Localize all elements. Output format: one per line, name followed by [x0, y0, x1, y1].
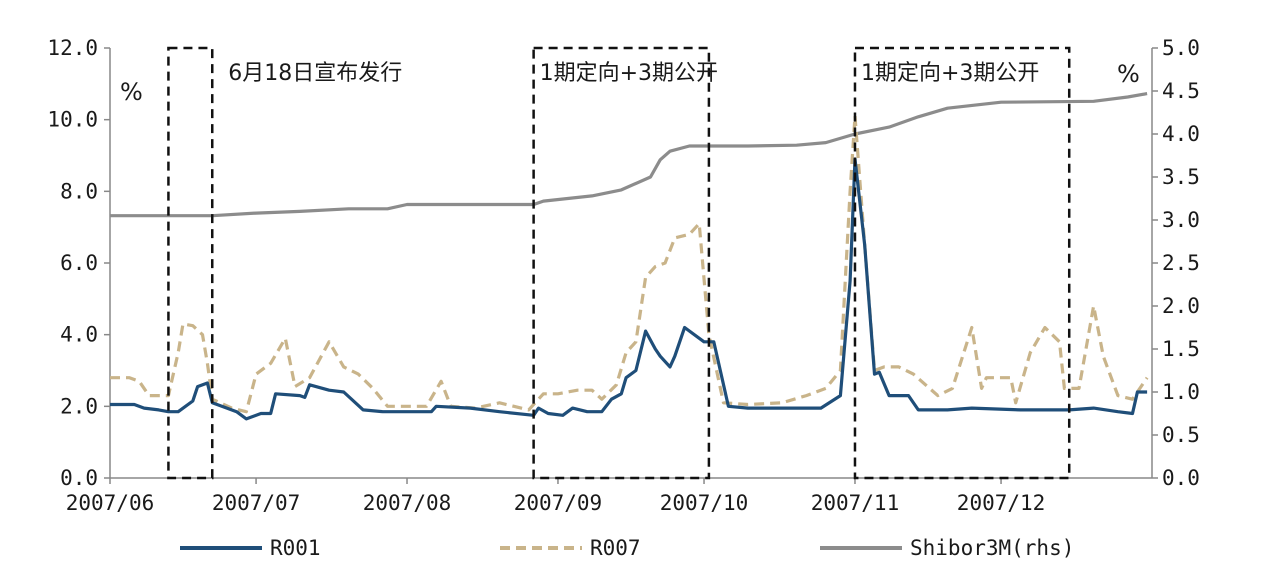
y-left-tick-label: 4.0 [60, 323, 98, 347]
y-right-tick-label: 0.0 [1162, 466, 1200, 490]
x-tick-label: 2007/12 [957, 491, 1046, 515]
legend-label-r007: R007 [590, 536, 641, 560]
y-right-tick-label: 1.5 [1162, 337, 1200, 361]
x-tick-label: 2007/11 [811, 491, 900, 515]
y-right-tick-label: 3.5 [1162, 165, 1200, 189]
legend-item-r007: R007 [500, 536, 641, 560]
legend-label-shibor3m: Shibor3M(rhs) [910, 536, 1074, 560]
annotation-label: 1期定向+3期公开 [861, 61, 1039, 86]
annotation-box [532, 46, 711, 480]
series-line-shibor3m [110, 92, 1148, 218]
x-tick-label: 2007/10 [660, 491, 749, 515]
y-right-tick-label: 2.5 [1162, 251, 1200, 275]
legend-label-r001: R001 [270, 536, 321, 560]
series-lines [110, 92, 1149, 421]
left-axis-unit: % [120, 78, 143, 106]
series-line-r001 [110, 157, 1148, 421]
annotation-label: 1期定向+3期公开 [540, 61, 718, 86]
legend: R001 R007 Shibor3M(rhs) [180, 536, 1074, 560]
y-right-tick-label: 4.0 [1162, 122, 1200, 146]
legend-item-shibor3m: Shibor3M(rhs) [820, 536, 1074, 560]
series-line-r007 [110, 114, 1149, 414]
x-tick-label: 2007/09 [514, 491, 603, 515]
legend-item-r001: R001 [180, 536, 321, 560]
annotation-boxes: 6月18日宣布发行 1期定向+3期公开 1期定向+3期公开 [167, 46, 1071, 480]
annotation-label: 6月18日宣布发行 [228, 61, 402, 86]
y-left-tick-label: 6.0 [60, 251, 98, 275]
x-tick-label: 2007/07 [212, 491, 301, 515]
y-right-tick-label: 3.0 [1162, 208, 1200, 232]
y-right-tick-label: 0.5 [1162, 423, 1200, 447]
annotation-box [167, 46, 214, 480]
y-left-tick-label: 8.0 [60, 179, 98, 203]
y-left-tick-label: 2.0 [60, 394, 98, 418]
tick-labels: 0.0 2.0 4.0 6.0 8.0 10.0 12.0 0.0 0.5 1.0 1.5 2.0 2.… [47, 36, 1200, 515]
x-tick-label: 2007/06 [66, 491, 155, 515]
y-left-tick-label: 0.0 [60, 466, 98, 490]
y-right-tick-label: 5.0 [1162, 36, 1200, 60]
y-right-tick-label: 4.5 [1162, 79, 1200, 103]
x-tick-label: 2007/08 [363, 491, 452, 515]
y-right-tick-label: 2.0 [1162, 294, 1200, 318]
y-left-tick-label: 12.0 [47, 36, 98, 60]
y-right-tick-label: 1.0 [1162, 380, 1200, 404]
right-axis-unit: % [1117, 60, 1140, 88]
y-left-tick-label: 10.0 [47, 108, 98, 132]
annotation-box [853, 46, 1071, 480]
